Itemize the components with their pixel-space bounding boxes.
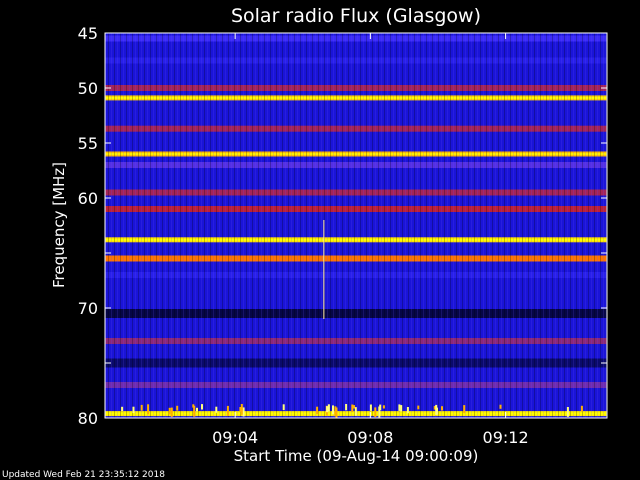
burst-mark	[374, 407, 377, 417]
y-tick-label: 60	[78, 189, 98, 208]
time-texture	[105, 33, 607, 418]
burst-mark	[242, 407, 245, 417]
burst-mark	[382, 405, 385, 409]
plot-area	[105, 33, 607, 418]
y-tick-label: 45	[78, 24, 98, 43]
burst-mark	[140, 404, 143, 411]
burst-mark	[441, 406, 443, 411]
x-axis-label: Start Time (09-Aug-14 09:00:09)	[234, 447, 479, 465]
burst-mark	[316, 406, 319, 415]
burst-mark	[334, 406, 337, 417]
updated-timestamp: Updated Wed Feb 21 23:35:12 2018	[2, 470, 165, 480]
y-axis: 45 50 55 60 70 80	[78, 24, 607, 428]
burst-mark	[351, 404, 354, 412]
burst-markers	[121, 220, 583, 418]
burst-mark	[398, 404, 401, 411]
burst-mark	[417, 405, 420, 410]
y-axis-label: Frequency [MHz]	[50, 162, 68, 288]
burst-mark	[201, 404, 203, 410]
burst-mark	[282, 404, 285, 411]
burst-mark	[400, 405, 403, 412]
burst-mark	[580, 405, 583, 412]
burst-mark	[176, 405, 179, 411]
y-tick-label: 70	[78, 299, 98, 318]
burst-mark	[239, 407, 242, 412]
burst-mark	[378, 406, 381, 418]
burst-streak	[323, 220, 325, 319]
x-tick-label: 09:08	[347, 428, 393, 447]
burst-mark	[566, 407, 569, 417]
burst-mark	[193, 405, 196, 417]
burst-mark	[369, 404, 372, 411]
burst-mark	[240, 404, 243, 415]
chart-title: Solar radio Flux (Glasgow)	[231, 5, 481, 27]
y-tick-label: 80	[78, 409, 98, 428]
y-tick-label: 50	[78, 79, 98, 98]
burst-mark	[345, 404, 348, 411]
plot-frame	[104, 32, 608, 419]
burst-mark	[121, 406, 124, 411]
y-tick-label: 55	[78, 134, 98, 153]
burst-mark	[406, 407, 409, 414]
x-tick-label: 09:12	[483, 428, 529, 447]
burst-mark	[215, 406, 218, 413]
burst-mark	[436, 407, 438, 415]
burst-mark	[463, 405, 466, 414]
burst-mark	[433, 406, 436, 410]
burst-mark	[354, 407, 357, 416]
burst-mark	[168, 407, 171, 415]
burst-mark	[132, 406, 135, 413]
burst-mark	[499, 404, 502, 409]
burst-mark	[332, 405, 334, 415]
x-tick-label: 09:04	[212, 428, 258, 447]
x-axis: 09:04 09:08 09:12	[212, 33, 529, 447]
burst-mark	[353, 405, 355, 409]
burst-mark	[170, 407, 173, 417]
burst-mark	[147, 404, 150, 415]
burst-mark	[327, 404, 330, 412]
burst-mark	[335, 407, 338, 418]
burst-mark	[226, 405, 229, 416]
burst-mark	[326, 407, 329, 412]
burst-mark	[192, 404, 195, 408]
burst-mark	[196, 407, 198, 412]
